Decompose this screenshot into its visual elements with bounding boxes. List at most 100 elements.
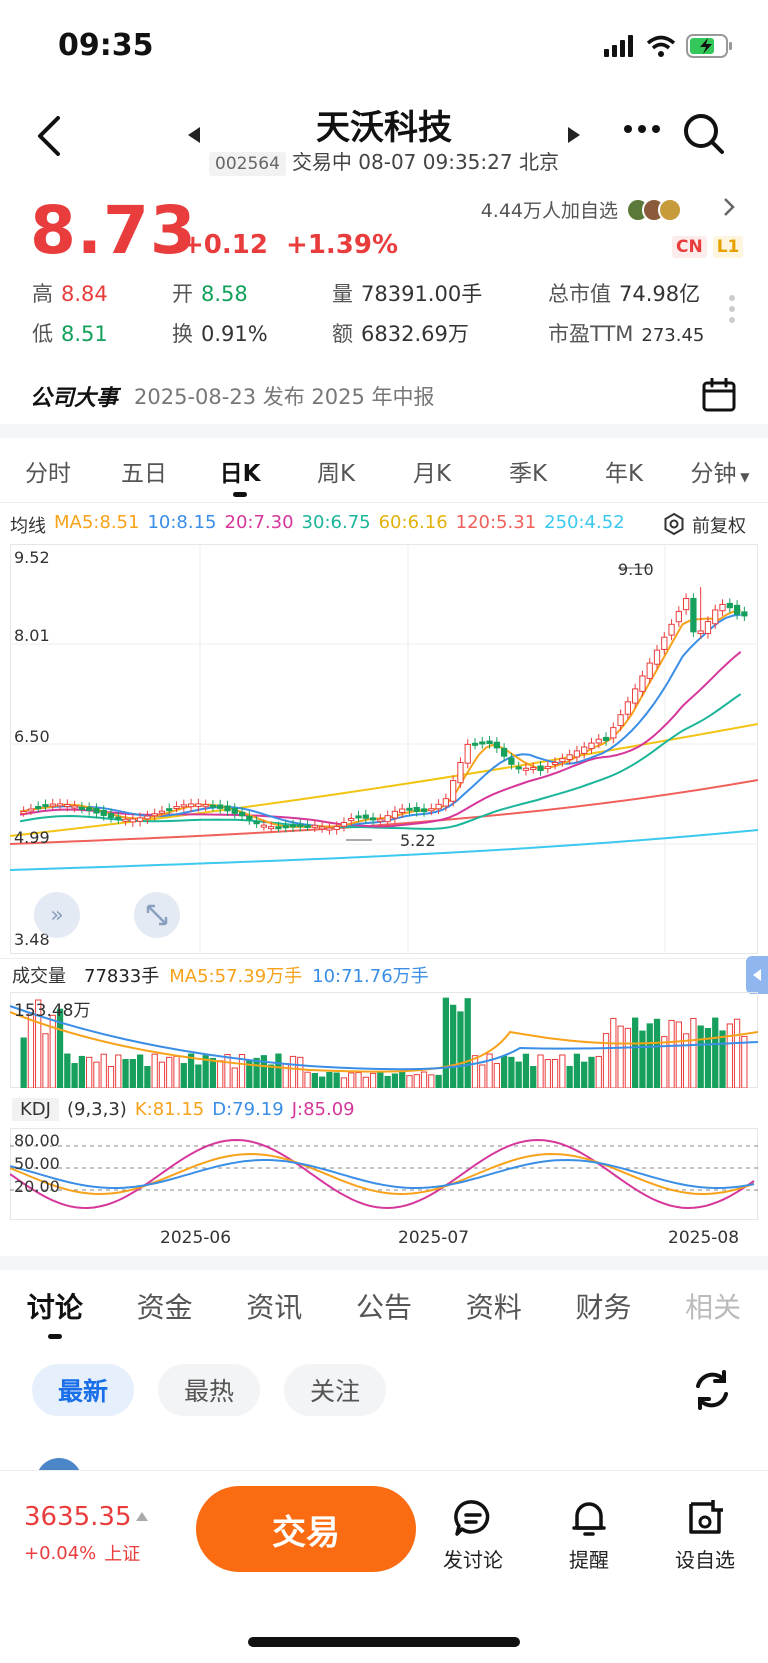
section-divider-2 [0, 1256, 768, 1270]
back-icon[interactable] [30, 112, 70, 160]
side-drawer-tab[interactable] [746, 956, 768, 994]
candle-body [86, 807, 93, 811]
x-tick-aug: 2025-08 [668, 1228, 740, 1248]
volume-bar [64, 1053, 71, 1088]
volume-chart[interactable] [10, 992, 758, 1088]
kdj-chart[interactable] [10, 1128, 758, 1220]
y-tick-1: 9.52 [14, 548, 50, 567]
volume-bar [209, 1057, 217, 1088]
kdj-tick-50: 50.00 [14, 1154, 60, 1173]
chevron-right-icon[interactable] [722, 196, 736, 218]
filter-hot[interactable]: 最热 [158, 1364, 260, 1416]
stock-name: 天沃科技 [316, 108, 452, 148]
candle-body [369, 817, 377, 821]
candle-body [42, 804, 49, 808]
kdj-k: K:81.15 [134, 1099, 205, 1120]
volume-bar [675, 1021, 682, 1088]
candle-body [289, 824, 297, 828]
trade-button[interactable]: 交易 [196, 1486, 416, 1572]
candle-body [479, 741, 486, 745]
volume-bar [93, 1061, 100, 1088]
adjust-mode[interactable]: 前复权 [692, 516, 746, 537]
candle-body [661, 636, 668, 651]
refresh-icon[interactable] [690, 1368, 734, 1412]
candle-body [129, 818, 136, 823]
candle-body [537, 765, 544, 771]
candle-body [93, 807, 100, 814]
favorites-count[interactable]: 4.44万人加自选 [481, 196, 682, 223]
ma60-line [10, 723, 758, 837]
candle-body [282, 825, 289, 829]
tab-intraday[interactable]: 分时 [25, 461, 71, 487]
calendar-icon[interactable] [702, 378, 736, 412]
y-tick-4: 4.99 [14, 828, 50, 847]
tab-discussion[interactable]: 讨论 [0, 1286, 110, 1339]
volume-bar [107, 1065, 115, 1088]
remind-button[interactable]: 提醒 [544, 1498, 634, 1573]
badge-l1: L1 [712, 236, 744, 258]
volume-bar [151, 1053, 158, 1088]
add-watchlist-button[interactable]: 设自选 [660, 1498, 750, 1573]
tab-profile[interactable]: 资料 [465, 1291, 522, 1324]
expand-dots-icon[interactable] [728, 294, 736, 324]
tab-announcements[interactable]: 公告 [356, 1291, 413, 1324]
tab-yearly-k[interactable]: 年K [604, 461, 644, 487]
company-event[interactable]: 公司大事 2025-08-23 发布 2025 年中报 [30, 380, 435, 412]
candle-body [406, 807, 413, 811]
post-discussion-button[interactable]: 发讨论 [428, 1498, 518, 1573]
candle-body [573, 750, 581, 758]
tab-monthly-k[interactable]: 月K [412, 461, 452, 487]
tab-five-day[interactable]: 五日 [121, 461, 167, 487]
index-change-row: +0.04% 上证 [24, 1540, 140, 1566]
trading-status: 交易中 08-07 09:35:27 北京 [291, 150, 559, 174]
candlestick-chart[interactable] [10, 544, 758, 954]
next-stock-icon[interactable] [568, 127, 580, 143]
tab-related[interactable]: 相关 [685, 1291, 742, 1324]
candle-body [107, 813, 115, 818]
x-tick-jun: 2025-06 [160, 1228, 232, 1248]
settings-icon[interactable] [662, 512, 686, 536]
candle-body [268, 826, 275, 830]
tab-weekly-k[interactable]: 周K [316, 461, 356, 487]
volume-max-label: 153.48万 [14, 1001, 91, 1021]
home-indicator [248, 1637, 520, 1647]
tab-minute[interactable]: 分钟 ▼ [690, 461, 750, 487]
tab-funds[interactable]: 资金 [136, 1291, 193, 1324]
tab-news[interactable]: 资讯 [246, 1291, 303, 1324]
tab-daily-k[interactable]: 日K [192, 448, 288, 500]
volume-bar [712, 1017, 719, 1088]
kdj-d: D:79.19 [212, 1099, 284, 1120]
volume-bar [202, 1055, 209, 1088]
volume-bar [369, 1072, 377, 1088]
tab-quarterly-k[interactable]: 季K [508, 461, 548, 487]
prev-stock-icon[interactable] [188, 127, 200, 143]
volume-bar [348, 1072, 355, 1088]
candle-body [675, 610, 682, 623]
volume-bar [122, 1059, 129, 1088]
tab-financials[interactable]: 财务 [575, 1291, 632, 1324]
volume-bar [464, 998, 471, 1088]
kdj-title[interactable]: KDJ [12, 1098, 59, 1121]
filter-following[interactable]: 关注 [284, 1364, 386, 1416]
volume-frame [10, 992, 758, 1088]
quote-amount: 额 6832.69万 [332, 322, 469, 346]
kdj-j: J:85.09 [291, 1099, 355, 1120]
candle-body [719, 603, 726, 612]
candle-body [217, 804, 224, 809]
candle-body [202, 804, 209, 808]
fullscreen-icon[interactable] [134, 892, 180, 938]
candle-body [624, 701, 632, 715]
expand-left-button[interactable]: » [34, 892, 80, 938]
volume-bar [500, 1055, 508, 1088]
candle-body [471, 742, 479, 746]
ma-legend-ma30: 30:6.75 [301, 512, 371, 533]
section-divider [0, 424, 768, 438]
volume-bar [129, 1059, 136, 1088]
filter-latest[interactable]: 最新 [32, 1364, 134, 1416]
candle-body [457, 761, 464, 784]
more-icon[interactable] [622, 122, 662, 136]
candle-body [78, 806, 86, 810]
index-value[interactable]: 3635.35 [24, 1502, 132, 1532]
search-icon[interactable] [682, 112, 726, 156]
event-text: 2025-08-23 发布 2025 年中报 [134, 385, 435, 409]
